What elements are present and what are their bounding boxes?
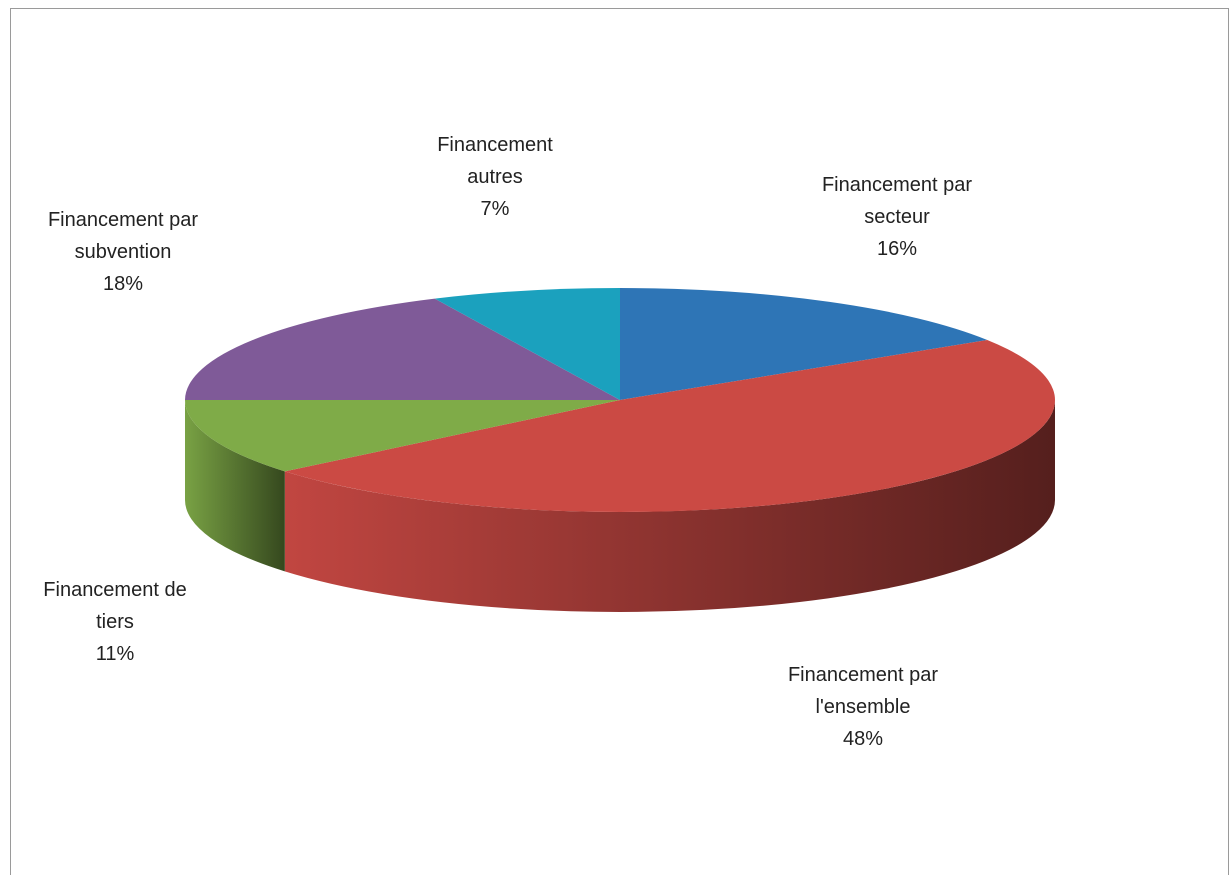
pie-slice — [284, 339, 1055, 512]
category-label: Financement de tiers — [43, 579, 187, 633]
data-label: Financement autres 7% — [425, 129, 565, 225]
data-label: Financement de tiers 11% — [35, 574, 195, 670]
category-label: Financement par secteur — [821, 174, 973, 228]
pie-slice — [185, 400, 620, 472]
category-label: Financement par l'ensemble — [787, 664, 939, 718]
value-label: 16% — [876, 238, 918, 260]
category-label: Financement par subvention — [47, 209, 199, 263]
data-label: Financement par l'ensemble 48% — [773, 659, 953, 755]
pie-slice — [620, 288, 988, 400]
pie-slice — [434, 288, 620, 400]
data-label: Financement par subvention 18% — [33, 204, 213, 300]
value-label: 11% — [95, 643, 135, 665]
pie-slice-side — [284, 400, 1055, 612]
data-label: Financement par secteur 16% — [807, 169, 987, 265]
chart-frame — [10, 8, 1229, 875]
pie-slice — [185, 298, 620, 400]
value-label: 7% — [480, 198, 510, 220]
pie-slice-side — [185, 400, 285, 572]
category-label: Financement autres — [437, 134, 553, 188]
value-label: 48% — [842, 728, 884, 750]
value-label: 18% — [102, 273, 144, 295]
